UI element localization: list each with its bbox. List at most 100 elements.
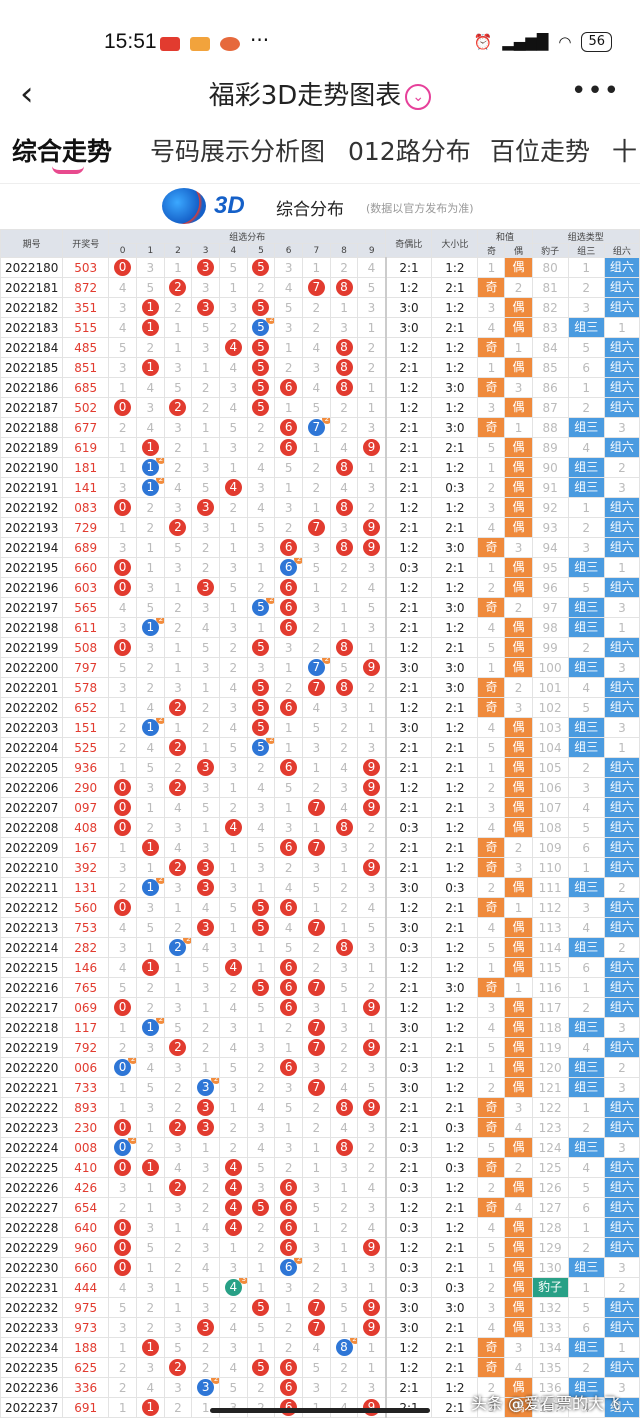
- home-indicator[interactable]: [210, 1408, 430, 1413]
- chart-header: 3D 综合分布 (数据以官方发布为准): [0, 183, 640, 229]
- digit-cell: 1: [135, 557, 165, 578]
- drawn-digit-ball: 9: [363, 1239, 380, 1256]
- odd-even-cell: 2:1: [385, 1037, 433, 1058]
- digit-cell: 1: [135, 1157, 165, 1178]
- digit-cell: 5: [357, 917, 387, 938]
- digit-cell: 5: [329, 1297, 359, 1318]
- digit-cell: 4: [218, 397, 248, 418]
- type-leopard-cell: 100: [531, 657, 569, 678]
- type-g3-cell: 4: [567, 917, 605, 938]
- digit-cell: 3: [108, 297, 137, 318]
- big-small-cell: 0:3: [431, 1117, 479, 1138]
- digit-cell: 4: [163, 477, 193, 498]
- digit-cell: 1: [135, 937, 165, 958]
- digit-cell: 3: [108, 477, 137, 498]
- tag-badge: 奇: [478, 1118, 504, 1137]
- big-small-cell: 2:1: [431, 1097, 479, 1118]
- period-cell: 2022203: [0, 717, 64, 738]
- sum-odd-cell: 1: [477, 1057, 506, 1078]
- big-small-cell: 2:1: [431, 437, 479, 458]
- sum-even-cell: 1: [504, 897, 533, 918]
- type-g6-cell: 组六: [603, 1197, 640, 1218]
- sum-even-cell: 偶: [504, 937, 533, 958]
- digit-cell: 5: [218, 577, 248, 598]
- sum-even-cell: 偶: [504, 1317, 533, 1338]
- sum-even-cell: 偶: [504, 1077, 533, 1098]
- type-g6-cell: 2: [603, 937, 640, 958]
- digit-cell: 3: [163, 1377, 193, 1398]
- digit-cell: 6: [274, 1197, 303, 1218]
- repeat-count-badge: 2: [155, 1018, 164, 1024]
- digit-cell: 2: [329, 557, 359, 578]
- digit-cell: 1: [108, 437, 137, 458]
- digit-cell: 2: [108, 1037, 137, 1058]
- type-g3-cell: 组三: [567, 1137, 605, 1158]
- digit-cell: 2: [135, 817, 165, 838]
- table-row: 2022200 797 5 2 1 3 2 3 1 7 2 5 9 3:0 3:0 1 偶 100 组三 3: [0, 657, 640, 678]
- digit-cell: 4: [302, 1337, 331, 1358]
- digit-cell: 6: [274, 977, 303, 998]
- drawn-digit-ball: 9: [363, 779, 380, 796]
- col-odd-even: 奇偶比: [385, 229, 433, 258]
- type-g6-cell: 组六: [603, 277, 640, 298]
- sum-odd-cell: 奇: [477, 1117, 506, 1138]
- tab-012[interactable]: 012路分布: [348, 137, 471, 166]
- dropdown-icon[interactable]: ⌄: [405, 84, 432, 110]
- digit-cell: 1: [329, 997, 359, 1018]
- table-row: 2022201 578 3 2 3 1 4 5 2 7 8 2 2:1 3:0 奇 2 101 4 组六: [0, 677, 640, 698]
- digit-cell: 3: [302, 857, 331, 878]
- chevron-left-icon[interactable]: ‹: [20, 74, 34, 114]
- nav-bar: ‹ 福彩3D走势图表 ⌄ •••: [0, 66, 640, 120]
- digit-cell: 1: [163, 957, 193, 978]
- digit-cell: 9: [357, 517, 387, 538]
- digit-cell: 4: [329, 437, 359, 458]
- digit-cell: 5: [302, 1357, 331, 1378]
- sum-even-cell: 偶: [504, 397, 533, 418]
- digit-cell: 4: [218, 477, 248, 498]
- period-cell: 2022232: [0, 1297, 64, 1318]
- more-icon[interactable]: •••: [570, 76, 620, 106]
- digit-cell: 9: [357, 1297, 387, 1318]
- tab-haoma[interactable]: 号码展示分析图: [150, 137, 326, 166]
- digit-cell: 3: [163, 557, 193, 578]
- digit-cell: 2: [163, 1257, 193, 1278]
- tab-baiwei[interactable]: 百位走势: [490, 137, 591, 166]
- digit-cell: 2: [163, 457, 193, 478]
- tag-badge: 偶: [505, 818, 532, 837]
- digit-cell: 1: [135, 317, 165, 338]
- sum-odd-cell: 奇: [477, 857, 506, 878]
- type-leopard-cell: 109: [531, 837, 569, 858]
- digit-cell: 1: [329, 1317, 359, 1338]
- drawn-digit-ball: 0: [114, 499, 132, 516]
- drawn-digit-ball: 6: [280, 539, 298, 556]
- big-small-cell: 1:2: [431, 617, 479, 638]
- table-row: 2022215 146 4 1 1 5 4 1 6 2 3 1 1:2 1:2 1 偶 115 6 组六: [0, 957, 640, 978]
- type-g6-cell: 2: [603, 1057, 640, 1078]
- sum-odd-cell: 奇: [477, 1097, 506, 1118]
- draw-cell: 282: [62, 937, 110, 958]
- digit-cell: 1: [218, 277, 248, 298]
- drawn-digit-ball: 3: [197, 1319, 215, 1336]
- digit-cell: 1: [135, 537, 165, 558]
- digit-cell: 0: [108, 817, 137, 838]
- period-cell: 2022220: [0, 1057, 64, 1078]
- digit-cell: 2: [135, 517, 165, 538]
- type-leopard-cell: 130: [531, 1257, 569, 1278]
- type-g6-cell: 组六: [603, 857, 640, 878]
- digit-cell: 9: [357, 1097, 387, 1118]
- tab-zonghe[interactable]: 综合走势: [12, 137, 113, 166]
- page-title[interactable]: 福彩3D走势图表 ⌄: [0, 75, 640, 112]
- digit-cell: 2: [108, 877, 137, 898]
- type-leopard-cell: 豹子: [531, 1277, 569, 1298]
- tag-badge: 组六: [605, 1158, 639, 1177]
- tag-badge: 豹子: [533, 1278, 568, 1297]
- digit-cell: 3: [329, 1157, 359, 1178]
- sum-even-cell: 偶: [504, 637, 533, 658]
- digit-cell: 4: [274, 877, 303, 898]
- tab-shiwei[interactable]: 十: [612, 137, 638, 166]
- digit-cell: 4: [191, 1217, 220, 1238]
